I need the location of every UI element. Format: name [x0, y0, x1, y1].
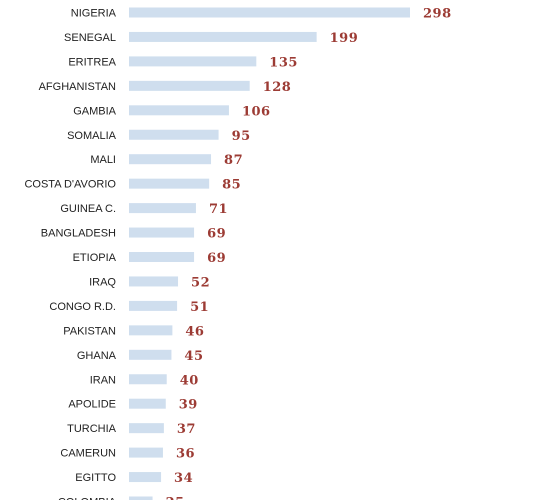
- category-label: COSTA D'AVORIO: [24, 179, 116, 191]
- category-label: EGITTO: [75, 472, 116, 484]
- value-label: 69: [207, 251, 226, 266]
- bar: [129, 472, 162, 483]
- bar: [129, 276, 179, 287]
- category-label: MALI: [90, 154, 116, 166]
- category-label: TURCHIA: [67, 423, 117, 435]
- value-label: 106: [242, 104, 271, 119]
- category-label: AFGHANISTAN: [39, 81, 116, 93]
- value-label: 46: [185, 324, 204, 339]
- bar: [129, 447, 163, 458]
- value-label: 95: [232, 129, 251, 144]
- bar: [129, 105, 229, 116]
- category-label: SOMALIA: [67, 130, 117, 142]
- bars-layer: NIGERIA 298 SENEGAL 199 ERITREA 135 AFGHANISTA…: [24, 7, 451, 500]
- bar: [129, 227, 195, 238]
- category-label: CONGO R.D.: [49, 301, 116, 313]
- bar: [129, 300, 178, 311]
- category-label: GAMBIA: [73, 105, 116, 117]
- bar: [129, 31, 317, 42]
- category-label: GUINEA C.: [60, 203, 116, 215]
- value-label: 199: [330, 31, 359, 46]
- bar: [129, 349, 172, 360]
- bar: [129, 252, 195, 262]
- value-label: 87: [224, 153, 243, 168]
- category-label: BANGLADESH: [41, 228, 116, 240]
- value-label: 52: [191, 275, 210, 290]
- bar: [129, 374, 167, 385]
- value-label: 69: [207, 227, 226, 242]
- category-label: SENEGAL: [64, 32, 116, 44]
- bar: [129, 325, 173, 336]
- value-label: 25: [166, 496, 185, 500]
- value-label: 85: [222, 178, 241, 193]
- category-label: COLOMBIA: [58, 497, 117, 500]
- value-label: 128: [263, 80, 292, 95]
- bar: [129, 423, 164, 434]
- value-label: 39: [179, 398, 198, 413]
- category-label: GHANA: [77, 350, 117, 362]
- bar: [129, 178, 210, 189]
- value-label: 34: [174, 471, 193, 486]
- bar: [129, 203, 196, 214]
- value-label: 51: [190, 300, 209, 315]
- category-label: NIGERIA: [71, 8, 117, 20]
- bar: [129, 154, 212, 165]
- category-label: IRAQ: [89, 276, 116, 288]
- bar: [129, 398, 166, 409]
- bar: [129, 80, 250, 91]
- value-label: 135: [269, 55, 298, 70]
- category-label: ERITREA: [68, 56, 116, 68]
- value-label: 71: [209, 202, 228, 217]
- value-label: 36: [176, 447, 195, 462]
- category-label: PAKISTAN: [63, 325, 116, 337]
- value-label: 45: [184, 349, 203, 364]
- bar: [129, 56, 257, 67]
- value-label: 40: [180, 373, 199, 388]
- category-label: APOLIDE: [68, 399, 116, 411]
- category-label: ETIOPIA: [73, 252, 117, 264]
- value-label: 37: [177, 422, 196, 437]
- category-label: IRAN: [90, 374, 116, 386]
- bar: [129, 129, 219, 140]
- value-label: 298: [423, 7, 452, 22]
- bar: [129, 7, 410, 18]
- category-label: CAMERUN: [60, 448, 116, 460]
- bar: [129, 496, 153, 500]
